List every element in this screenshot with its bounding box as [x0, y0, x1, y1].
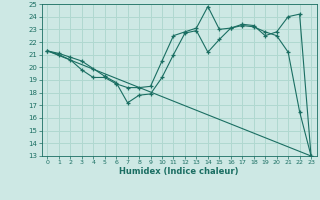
X-axis label: Humidex (Indice chaleur): Humidex (Indice chaleur) [119, 167, 239, 176]
